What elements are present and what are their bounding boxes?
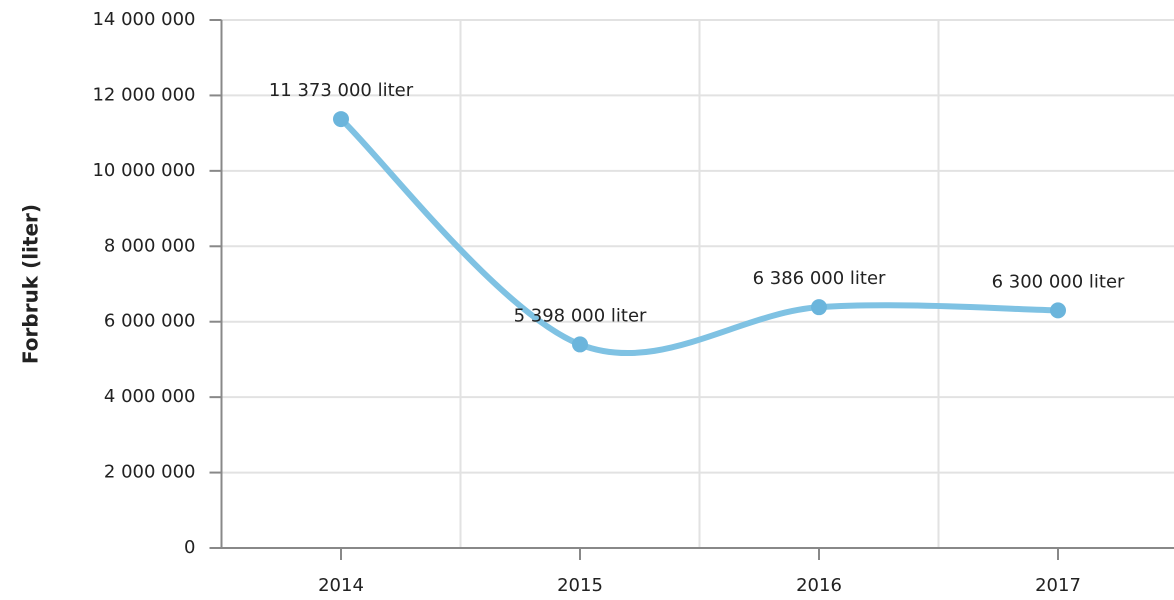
y-tick-label: 10 000 000	[92, 160, 195, 181]
y-tick-label: 4 000 000	[104, 386, 196, 407]
x-tick-label: 2016	[796, 575, 842, 596]
marker	[333, 111, 349, 128]
x-tick-label: 2014	[318, 575, 364, 596]
x-tick-label: 2015	[557, 575, 603, 596]
marker	[1050, 302, 1066, 319]
data-label: 11 373 000 liter	[269, 80, 414, 101]
y-tick-label: 6 000 000	[104, 311, 196, 332]
data-label: 6 300 000 liter	[992, 271, 1125, 292]
data-label: 6 386 000 liter	[753, 268, 886, 289]
y-tick-label: 8 000 000	[104, 235, 196, 256]
y-axis-label: Forbruk (liter)	[19, 204, 43, 364]
marker	[572, 336, 588, 353]
data-label: 5 398 000 liter	[514, 305, 647, 326]
y-tick-label: 14 000 000	[92, 9, 195, 30]
y-tick-label: 2 000 000	[104, 462, 196, 483]
marker	[811, 299, 827, 316]
x-tick-label: 2017	[1035, 575, 1081, 596]
line	[338, 116, 1061, 357]
y-tick-label: 12 000 000	[92, 84, 195, 105]
y-tick-label: 0	[184, 537, 195, 558]
